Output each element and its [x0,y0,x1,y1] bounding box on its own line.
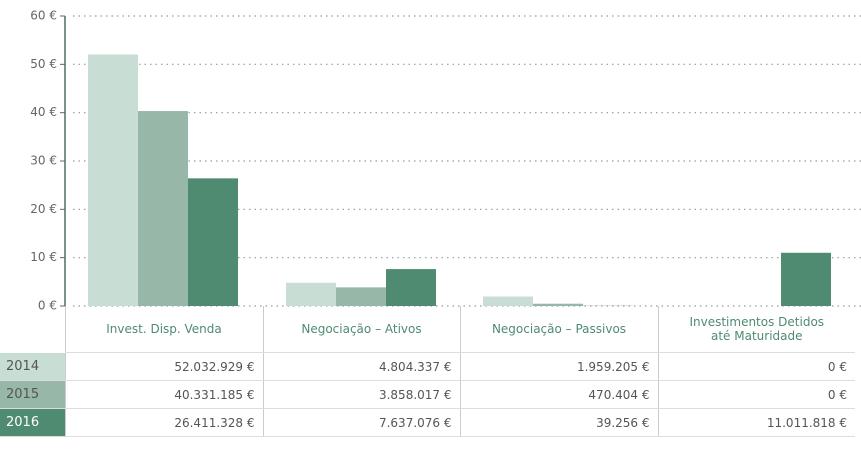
data-row: 2014 52.032.929 €4.804.337 €1.959.205 €0 … [0,352,855,381]
legend-year: 2015 [0,380,65,409]
category-label: Investimentos Detidos até Maturidade [657,306,855,353]
bar [188,178,238,306]
value-label: 470.404 € [459,380,658,409]
bar [483,296,533,306]
category-label: Negociação – Ativos [262,306,460,353]
value-label: 26.411.328 € [64,408,263,437]
value-label: 4.804.337 € [262,352,460,381]
value-label: 11.011.818 € [657,408,855,437]
legend-year: 2014 [0,352,65,381]
bar [386,269,436,306]
bar [533,303,583,306]
y-tick-label: 20 € [30,202,57,216]
bar [88,54,138,307]
y-tick-label: 40 € [30,105,57,119]
value-label: 1.959.205 € [459,352,658,381]
category-label: Invest. Disp. Venda [64,306,263,353]
y-tick-label: 50 € [30,57,57,71]
value-label: 3.858.017 € [262,380,460,409]
bar [138,111,188,306]
legend-year: 2016 [0,408,65,437]
value-label: 0 € [657,352,855,381]
bar [286,282,336,306]
value-label: 40.331.185 € [64,380,263,409]
category-label: Negociação – Passivos [459,306,658,353]
y-tick-label: 10 € [30,250,57,264]
value-label: 0 € [657,380,855,409]
bar [336,287,386,306]
corner-cell [0,306,65,353]
y-tick-label: 30 € [30,154,57,168]
y-tick-label: 60 € [30,9,57,23]
data-table: Invest. Disp. Venda Negociação – Ativos Ne… [0,306,855,437]
data-row: 2015 40.331.185 €3.858.017 €470.404 €0 € [0,380,855,409]
value-label: 7.637.076 € [262,408,460,437]
bar [781,252,831,306]
y-tick-label: 0 € [38,299,57,311]
value-label: 39.256 € [459,408,658,437]
data-row: 2016 26.411.328 €7.637.076 €39.256 €11.01… [0,408,855,437]
header-row: Invest. Disp. Venda Negociação – Ativos Ne… [0,306,855,353]
value-label: 52.032.929 € [64,352,263,381]
chart: 0 € 10 € 20 € 30 € 40 € 50 € 60 € [30,9,861,311]
